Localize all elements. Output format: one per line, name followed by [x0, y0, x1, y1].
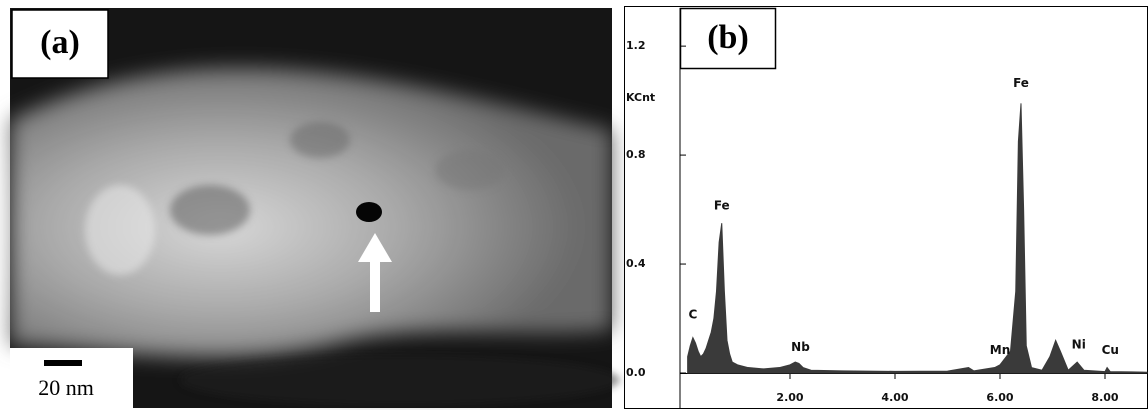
scale-bar	[44, 360, 82, 366]
panel-b: (b) KCnt 0.0 0.4 0.8 1.2 2.00 4.00 6.00 8.00 C Fe…	[624, 6, 1148, 409]
scale-box	[10, 348, 133, 408]
peak-label: C	[688, 308, 697, 322]
x-tick-label: 2.00	[776, 391, 803, 404]
micrograph-texture	[85, 122, 620, 405]
y-tick-label: 1.2	[626, 39, 646, 52]
peak-label: Cu	[1102, 343, 1119, 357]
panel-border	[624, 6, 1148, 409]
peak-label: Nb	[791, 340, 810, 354]
peak-label: Fe	[714, 199, 730, 213]
panel-label: (a)	[40, 24, 80, 61]
label-box	[11, 9, 109, 79]
panel-label: (b)	[707, 19, 749, 56]
arrow	[358, 233, 392, 312]
y-tick-label: 0.8	[626, 148, 646, 161]
panel-a: (a) 20 nm	[10, 8, 620, 408]
peak-label: Mn	[990, 343, 1010, 357]
micrograph-region	[10, 67, 612, 358]
y-tick-label: 0.4	[626, 257, 646, 270]
x-tick-label: 4.00	[881, 391, 908, 404]
x-tick-label: 8.00	[1091, 391, 1118, 404]
spectrum	[687, 103, 1148, 374]
y-tick-label: 0.0	[626, 366, 646, 379]
peak-label: Ni	[1072, 337, 1086, 351]
x-tick-label: 6.00	[986, 391, 1013, 404]
scale-label: 20 nm	[38, 375, 94, 400]
y-axis-label: KCnt	[626, 91, 655, 104]
peak-label: Fe	[1013, 76, 1029, 90]
particle	[356, 202, 382, 222]
